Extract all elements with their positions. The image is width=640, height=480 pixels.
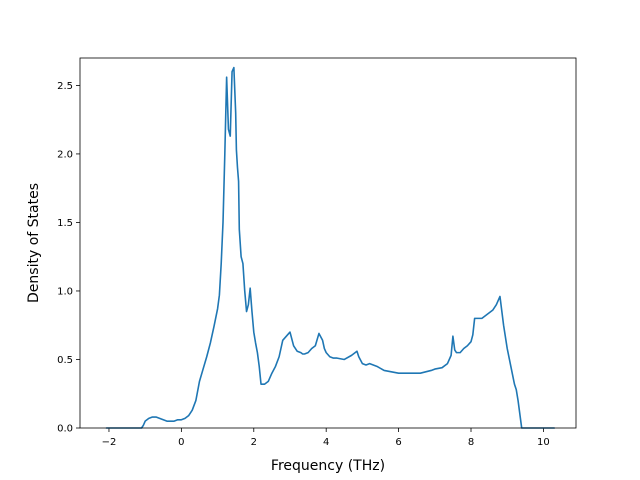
x-tick-label: −2 bbox=[102, 437, 117, 448]
x-axis-ticks: −2 0 2 4 6 8 10 bbox=[102, 428, 550, 448]
x-tick-label: 6 bbox=[395, 437, 401, 448]
plot-frame bbox=[79, 57, 577, 429]
y-tick-label: 2.5 bbox=[57, 81, 73, 92]
y-tick-label: 0.0 bbox=[57, 424, 73, 435]
x-tick-label: 2 bbox=[251, 437, 257, 448]
y-tick-label: 1.0 bbox=[57, 286, 73, 297]
plot-area bbox=[80, 58, 576, 428]
y-tick-label: 2.0 bbox=[57, 149, 73, 160]
x-tick-label: 4 bbox=[323, 437, 329, 448]
x-tick-label: 10 bbox=[537, 437, 550, 448]
x-tick-label: 0 bbox=[178, 437, 184, 448]
y-tick-label: 0.5 bbox=[57, 355, 73, 366]
y-axis-ticks: 0.0 0.5 1.0 1.5 2.0 2.5 bbox=[57, 81, 80, 435]
x-axis-label: Frequency (THz) bbox=[271, 458, 385, 474]
dos-series-line bbox=[105, 66, 556, 429]
x-tick-label: 8 bbox=[468, 437, 474, 448]
y-axis-label: Density of States bbox=[26, 183, 42, 303]
y-tick-label: 1.5 bbox=[57, 218, 73, 229]
